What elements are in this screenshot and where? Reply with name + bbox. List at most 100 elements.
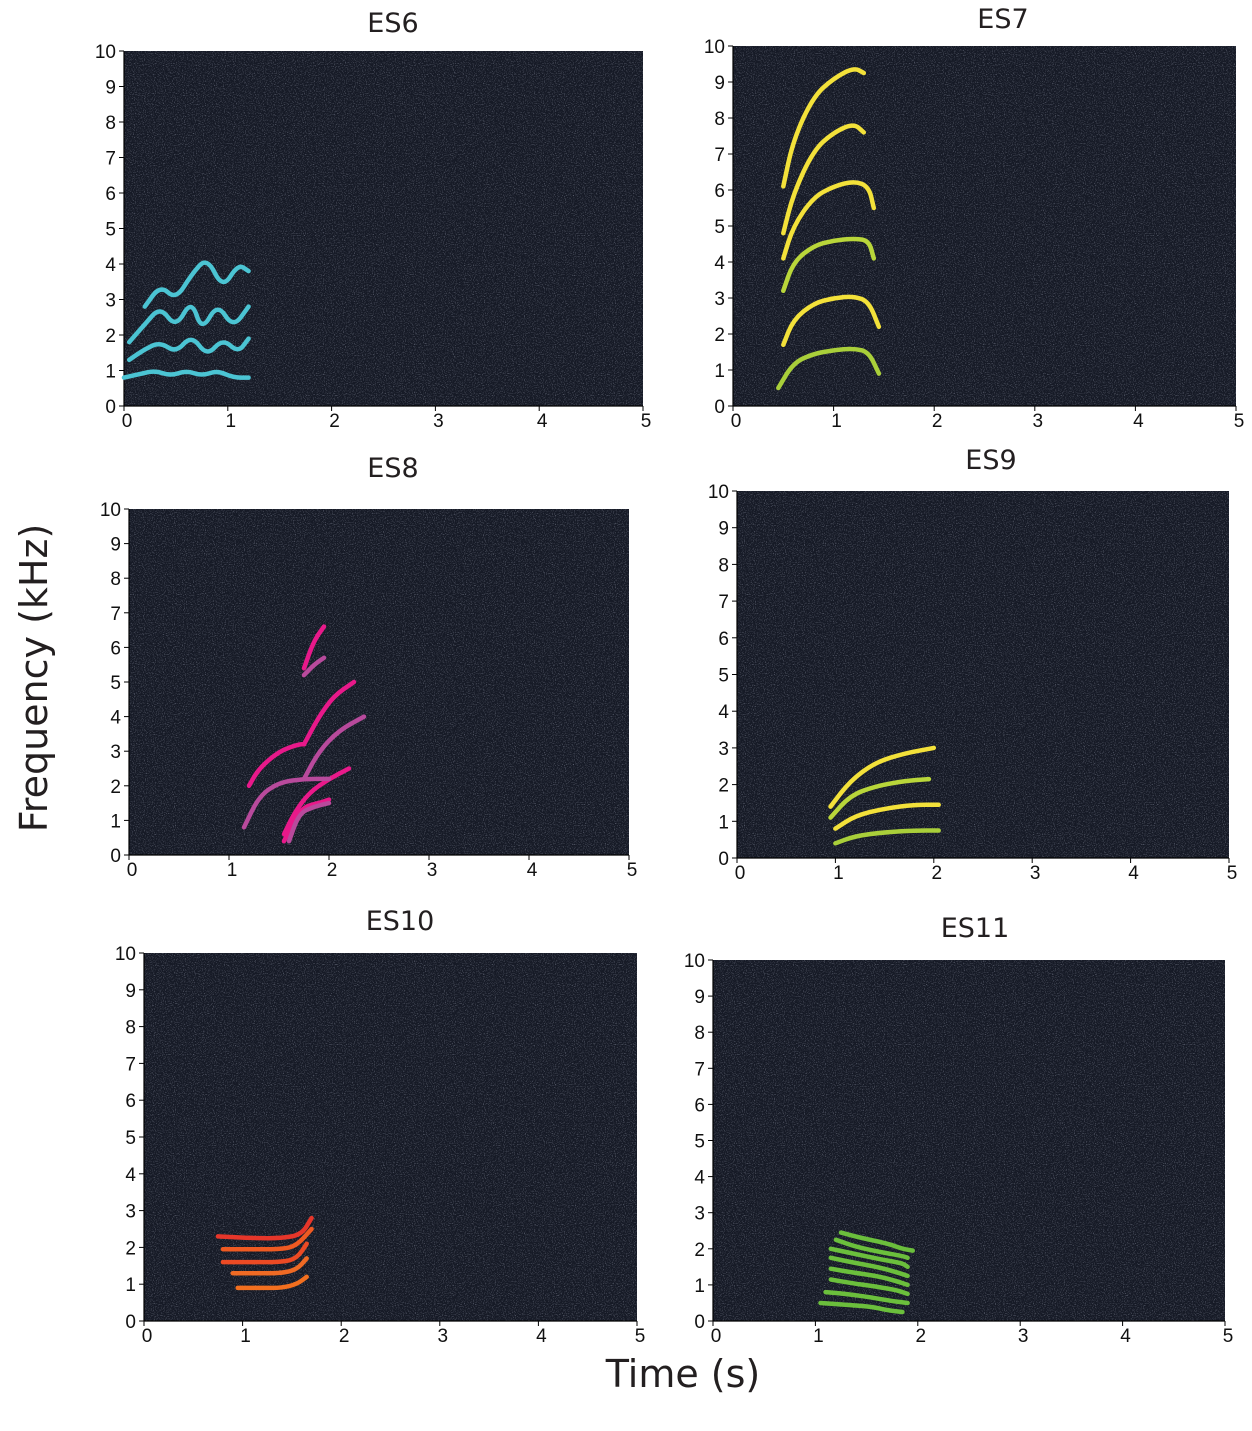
y-tick-label: 7 bbox=[714, 145, 725, 166]
x-tick-label: 2 bbox=[339, 1326, 350, 1347]
y-tick-label: 9 bbox=[694, 987, 705, 1008]
y-tick-label: 3 bbox=[125, 1202, 136, 1223]
y-tick-label: 6 bbox=[125, 1091, 136, 1112]
y-tick-label: 10 bbox=[704, 37, 725, 58]
x-tick-label: 5 bbox=[1227, 863, 1238, 884]
x-tick-label: 0 bbox=[711, 1326, 722, 1347]
panel-title: ES8 bbox=[367, 453, 418, 484]
harmonic-trace-2 bbox=[823, 1289, 910, 1306]
y-tick-label: 3 bbox=[718, 739, 729, 760]
x-tick-label: 3 bbox=[1033, 411, 1044, 432]
harmonic-trace-4 bbox=[220, 1226, 314, 1252]
y-tick-label: 8 bbox=[125, 1018, 136, 1039]
harmonic-trace-4 bbox=[828, 745, 937, 809]
panel-title: ES10 bbox=[366, 906, 435, 937]
y-tick-label: 0 bbox=[718, 849, 729, 870]
y-tick-label: 5 bbox=[694, 1132, 705, 1153]
harmonic-trace-9 bbox=[301, 624, 327, 671]
harmonic-trace-8 bbox=[838, 1230, 915, 1253]
spectrogram-noise bbox=[144, 953, 637, 1321]
x-tick-label: 4 bbox=[1133, 411, 1144, 432]
y-tick-label: 10 bbox=[100, 500, 121, 521]
y-tick-label: 6 bbox=[718, 629, 729, 650]
y-tick-label: 8 bbox=[694, 1023, 705, 1044]
y-tick-label: 3 bbox=[105, 291, 116, 312]
y-tick-label: 4 bbox=[110, 708, 121, 729]
x-tick-label: 0 bbox=[735, 863, 746, 884]
panel-title: ES11 bbox=[941, 913, 1010, 944]
y-tick-label: 9 bbox=[105, 78, 116, 99]
y-tick-label: 4 bbox=[718, 702, 729, 723]
y-tick-label: 10 bbox=[115, 944, 136, 965]
x-tick-label: 0 bbox=[142, 1326, 153, 1347]
y-tick-label: 1 bbox=[110, 811, 121, 832]
x-tick-label: 5 bbox=[627, 860, 638, 881]
spectrogram-panel-es7: ES7 0 1 2 3 4 5 0 1 2 3 4 5 6 7 8 9 10 bbox=[704, 4, 1244, 432]
harmonic-trace-1 bbox=[818, 1300, 905, 1315]
harmonic-trace-1 bbox=[833, 828, 941, 846]
y-tick-label: 5 bbox=[714, 217, 725, 238]
y-tick-label: 5 bbox=[125, 1128, 136, 1149]
harmonic-trace-3 bbox=[781, 236, 877, 294]
x-tick-label: 5 bbox=[635, 1326, 646, 1347]
spectrogram-noise bbox=[124, 51, 643, 406]
y-tick-label: 8 bbox=[714, 109, 725, 130]
x-tick-label: 0 bbox=[731, 411, 742, 432]
x-tick-label: 4 bbox=[537, 411, 548, 432]
x-tick-label: 5 bbox=[1234, 411, 1245, 432]
y-tick-label: 7 bbox=[105, 149, 116, 170]
y-tick-label: 5 bbox=[718, 666, 729, 687]
spectrogram-panel-es10: ES10 0 1 2 3 4 5 0 1 2 3 4 5 6 7 8 9 10 bbox=[115, 906, 645, 1347]
harmonic-trace-7 bbox=[833, 1237, 910, 1261]
y-tick-label: 7 bbox=[718, 592, 729, 613]
x-tick-label: 1 bbox=[833, 863, 844, 884]
x-tick-label: 4 bbox=[1120, 1326, 1131, 1347]
harmonic-trace-2 bbox=[230, 1256, 309, 1276]
harmonic-trace-1 bbox=[776, 346, 882, 391]
harmonic-trace-7 bbox=[301, 679, 357, 747]
y-tick-label: 1 bbox=[694, 1276, 705, 1297]
y-tick-label: 7 bbox=[694, 1059, 705, 1080]
y-tick-label: 1 bbox=[718, 812, 729, 833]
spectrogram-panel-es6: ES6 0 1 2 3 4 5 0 1 2 3 4 5 6 7 8 9 10 bbox=[95, 8, 651, 432]
harmonic-trace-3 bbox=[126, 304, 251, 345]
harmonic-trace-2 bbox=[126, 336, 251, 363]
y-tick-label: 8 bbox=[718, 555, 729, 576]
y-tick-label: 0 bbox=[125, 1312, 136, 1333]
y-tick-label: 1 bbox=[125, 1275, 136, 1296]
harmonic-trace-4 bbox=[142, 260, 251, 309]
harmonic-trace-6 bbox=[301, 714, 367, 782]
x-axis-label: Time (s) bbox=[605, 1352, 761, 1396]
x-tick-label: 2 bbox=[327, 860, 338, 881]
panel-title: ES6 bbox=[367, 8, 418, 39]
y-tick-label: 10 bbox=[95, 42, 116, 63]
y-tick-label: 6 bbox=[714, 181, 725, 202]
harmonic-trace-6 bbox=[781, 67, 867, 189]
y-axis-label: Frequency (kHz) bbox=[12, 524, 56, 833]
y-tick-label: 6 bbox=[694, 1095, 705, 1116]
y-tick-label: 5 bbox=[105, 220, 116, 241]
y-tick-label: 1 bbox=[714, 361, 725, 382]
y-tick-label: 7 bbox=[110, 604, 121, 625]
spectrogram-panel-es11: ES11 0 1 2 3 4 5 0 1 2 3 4 5 6 7 8 9 10 bbox=[684, 913, 1233, 1347]
spectrogram-panel-es8: ES8 0 1 2 3 4 5 0 1 2 3 4 5 6 7 8 9 10 bbox=[100, 453, 637, 881]
harmonic-trace-1 bbox=[235, 1274, 309, 1291]
x-tick-label: 4 bbox=[536, 1326, 547, 1347]
x-tick-label: 3 bbox=[1018, 1326, 1029, 1347]
harmonic-trace-5 bbox=[781, 123, 867, 236]
y-tick-label: 4 bbox=[694, 1168, 705, 1189]
y-tick-label: 3 bbox=[694, 1204, 705, 1225]
x-tick-label: 3 bbox=[433, 411, 444, 432]
x-tick-label: 0 bbox=[122, 411, 133, 432]
harmonic-trace-4 bbox=[781, 180, 877, 261]
y-tick-label: 2 bbox=[110, 777, 121, 798]
y-tick-label: 0 bbox=[105, 397, 116, 418]
y-tick-label: 0 bbox=[714, 397, 725, 418]
x-tick-label: 2 bbox=[932, 411, 943, 432]
panel-title: ES9 bbox=[965, 445, 1016, 476]
x-tick-label: 1 bbox=[240, 1326, 251, 1347]
harmonic-trace-3 bbox=[828, 776, 932, 820]
y-tick-label: 3 bbox=[714, 289, 725, 310]
y-tick-label: 8 bbox=[110, 569, 121, 590]
